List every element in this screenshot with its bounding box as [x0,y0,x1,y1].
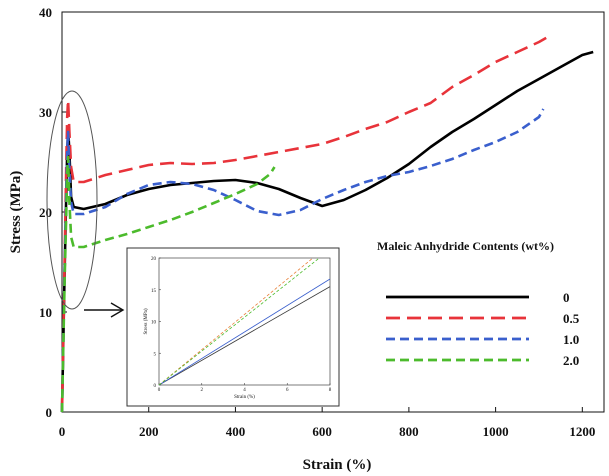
x-tick-label: 1000 [483,424,509,439]
y-tick-label: 20 [39,205,52,220]
y-axis-title: Stress (MPa) [8,171,24,254]
x-tick-label: 200 [139,424,159,439]
zoom-ellipse [46,90,98,310]
y-tick-label: 0 [46,405,53,420]
inset-x-tick-label: 8 [329,388,332,393]
inset-series-line-0 [158,286,331,386]
inset-y-tick-label: 15 [151,289,157,294]
series-line-2-0 [60,155,276,413]
inset-series-line-0-5 [158,257,314,386]
legend-label-1-0: 1.0 [563,332,579,347]
x-tick-label: 800 [399,424,419,439]
inset-chart: 0 2 4 6 8 0 5 10 15 20 Strain (%) Stress (MPa) [126,247,340,407]
inset-y-tick-label: 20 [151,257,157,262]
inset-y-tick-label: 5 [154,352,157,357]
x-tick-label: 600 [312,424,332,439]
main-series-group [60,35,594,413]
legend-title: Maleic Anhydride Contents (wt%) [377,239,554,253]
inset-y-axis-title: Stress (MPa) [144,308,149,334]
x-tick-label: 400 [226,424,246,439]
y-tick-label: 10 [39,305,52,320]
inset-x-tick-label: 2 [201,388,204,393]
inset-x-tick-label: 4 [243,388,246,393]
x-tick-label: 0 [59,424,66,439]
inset-x-tick-label: 6 [286,388,289,393]
legend-label-0: 0 [563,290,570,305]
series-line-1-0 [60,108,545,413]
inset-x-axis-title: Strain (%) [234,395,255,400]
legend-label-0-5: 0.5 [563,311,580,326]
inset-series-line-2-0 [158,257,320,386]
inset-x-tick-label: 0 [158,388,161,393]
inset-y-tick-label: 0 [154,384,157,389]
inset-frame [126,247,340,407]
y-tick-label: 40 [39,5,52,20]
inset-y-tick-label: 10 [151,321,157,326]
legend: 0 0.5 1.0 2.0 [386,290,580,368]
legend-label-2-0: 2.0 [563,353,579,368]
inset-series-line-1-0 [158,278,331,386]
yield-region-callout [46,90,125,318]
x-tick-label: 1200 [569,424,595,439]
x-axis-title: Strain (%) [303,457,372,473]
y-tick-label: 30 [39,105,52,120]
zoom-arrow-head [110,302,125,318]
